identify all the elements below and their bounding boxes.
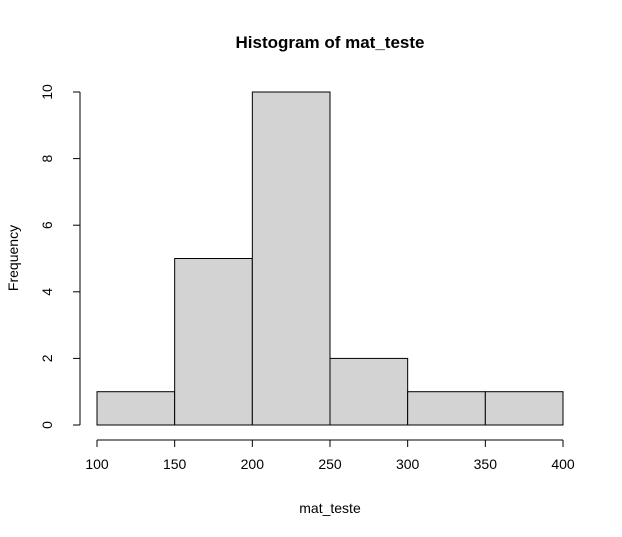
x-tick-label: 100	[85, 456, 109, 472]
x-tick-label: 400	[551, 456, 575, 472]
histogram-bar-6	[484, 391, 564, 426]
x-tick-label: 150	[163, 456, 187, 472]
y-tick-label: 2	[39, 354, 55, 362]
y-tick-label: 8	[39, 154, 55, 162]
y-tick-label: 10	[39, 84, 55, 100]
y-axis: 0 2 4 6 8 10	[39, 84, 81, 429]
x-tick-label: 300	[396, 456, 420, 472]
histogram-bar-1	[96, 391, 176, 426]
histogram-bar-3	[251, 91, 331, 426]
y-tick-label: 6	[39, 221, 55, 229]
x-tick-label: 200	[241, 456, 265, 472]
y-tick-label: 4	[39, 288, 55, 296]
bars-group	[96, 91, 564, 426]
histogram-bar-5	[407, 391, 486, 426]
x-tick-label: 250	[318, 456, 342, 472]
x-axis: 100 150 200 250 300 350 400	[85, 439, 575, 472]
x-tick-label: 350	[474, 456, 498, 472]
histogram-bar-2	[174, 258, 253, 426]
x-axis-label: mat_teste	[299, 500, 361, 516]
y-tick-label: 0	[39, 421, 55, 429]
histogram-bar-4	[329, 357, 409, 426]
chart-title: Histogram of mat_teste	[236, 33, 425, 52]
y-axis-label: Frequency	[5, 225, 21, 291]
